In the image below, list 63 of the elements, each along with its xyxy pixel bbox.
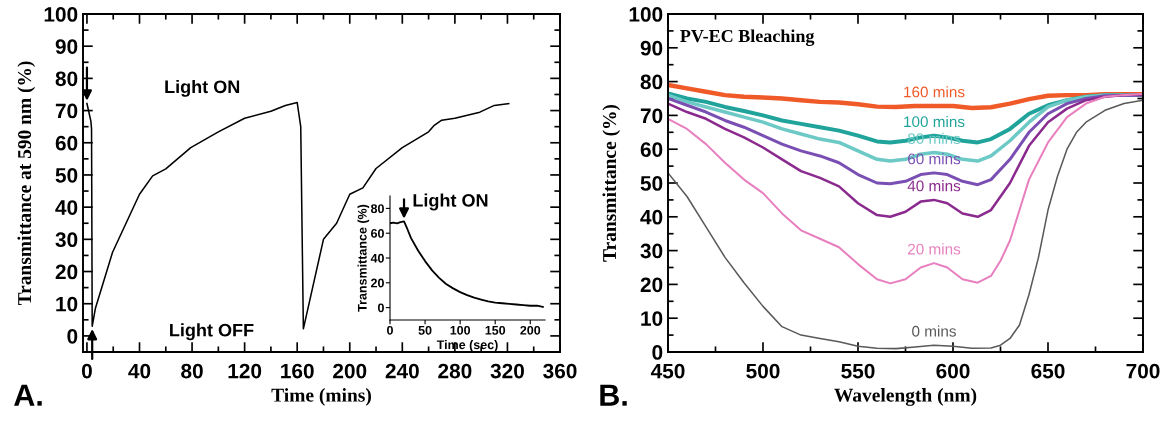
y-tick-label: 30: [55, 232, 78, 248]
series-label: 20 mins: [908, 243, 961, 255]
text: A.: [14, 384, 42, 406]
x-tick-label: 320: [490, 363, 524, 379]
y-tick-label: 10: [56, 296, 78, 312]
x-tick-label: 0: [81, 363, 92, 379]
annotation: Light OFF: [170, 323, 254, 341]
y-tick-label: 80: [55, 71, 78, 87]
x-tick-label: 360: [543, 363, 577, 379]
y-tick-label: 30: [640, 243, 663, 259]
y-tick-label: 50: [55, 167, 78, 183]
y-axis-title: Transmittance at 590 nm (%): [17, 61, 36, 306]
x-tick-label: 650: [1031, 363, 1065, 379]
y-tick-label: 100: [629, 7, 663, 22]
y-tick-label: 10: [641, 311, 663, 326]
annotation: Light ON: [165, 79, 240, 97]
y-tick-label: 60: [640, 142, 663, 157]
y-tick-label: 90: [55, 39, 78, 54]
x-tick-label: 100: [450, 325, 471, 335]
y-tick-label: 20: [55, 264, 78, 280]
x-tick-label: 200: [333, 363, 367, 379]
x-tick-label: 40: [128, 363, 151, 379]
x-tick-label: 700: [1126, 363, 1160, 379]
y-tick-label: 60: [371, 229, 384, 238]
y-tick-label: 0: [377, 303, 384, 313]
y-tick-label: 80: [640, 74, 663, 90]
text: PV-EC Bleaching: [680, 29, 815, 46]
x-tick-label: 500: [746, 363, 780, 379]
y-tick-label: 0: [652, 345, 663, 360]
series-label: 160 mins: [904, 86, 965, 98]
y-tick-label: 50: [640, 176, 663, 191]
x-tick-label: 150: [485, 325, 506, 335]
y-tick-label: 20: [640, 277, 663, 293]
x-tick-label: 200: [520, 325, 541, 335]
y-tick-label: 70: [55, 103, 78, 119]
y-tick-label: 60: [55, 135, 78, 151]
y-tick-label: 90: [640, 40, 663, 56]
series-label: 100 mins: [904, 115, 965, 128]
x-tick-label: 450: [650, 363, 685, 379]
x-tick-label: 240: [385, 363, 419, 379]
x-tick-label: 160: [281, 363, 314, 379]
y-tick-label: 40: [640, 209, 663, 225]
x-tick-label: 50: [418, 325, 432, 335]
x-tick-label: 120: [228, 363, 262, 379]
y-axis-title: Transmittance (%): [357, 204, 370, 312]
text: B.: [600, 384, 627, 406]
series-label: 0 mins: [912, 325, 956, 337]
y-axis-title: Transmittance (%): [602, 104, 621, 262]
y-tick-label: 100: [44, 7, 78, 22]
x-axis-title: Time (mins): [271, 388, 371, 406]
y-tick-label: 80: [370, 204, 384, 214]
x-tick-label: 0: [387, 325, 393, 335]
annotation: Light ON: [413, 193, 488, 211]
x-axis-title: Wavelength (nm): [834, 388, 977, 406]
y-tick-label: 20: [370, 278, 384, 288]
x-tick-label: 280: [438, 363, 472, 379]
y-tick-label: 40: [55, 200, 78, 215]
x-tick-label: 550: [841, 363, 875, 379]
y-tick-label: 40: [370, 253, 384, 263]
y-tick-label: 70: [640, 108, 663, 124]
x-tick-label: 80: [181, 363, 203, 379]
series-label: 40 mins: [907, 180, 961, 192]
x-tick-label: 600: [936, 363, 970, 379]
